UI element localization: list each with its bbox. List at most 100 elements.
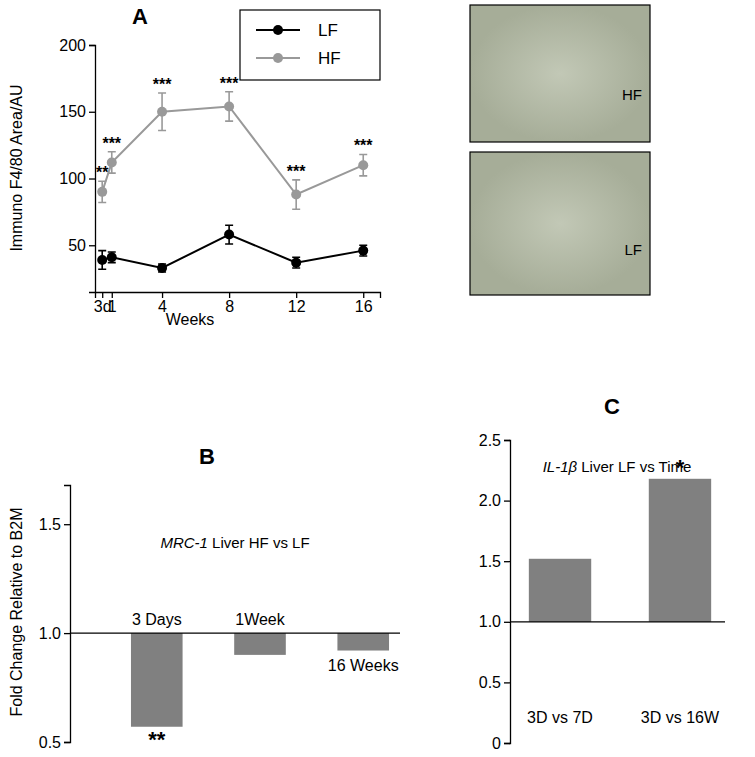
bar [234,633,286,655]
figure: 3d148121650100150200*****************LFH… [0,0,755,757]
axis-line [64,486,71,743]
tick: 50 [68,237,95,254]
tick: 0.5 [479,674,510,691]
tick-label: 1.0 [479,613,501,630]
bar [337,633,389,650]
error-bar [225,225,233,244]
tick-label: 50 [68,237,86,254]
chart-C: 00.51.01.52.02.53D vs 7D3D vs 16W*IL-1β … [479,394,725,752]
category-label: 3D vs 7D [527,709,593,726]
axis-line [96,293,381,299]
marker [157,107,167,117]
chart-A: 3d148121650100150200*****************LFH… [8,4,381,328]
tick-mark [504,500,510,501]
chart-title: MRC-1 Liver HF vs LF [160,534,309,551]
marker [224,101,234,111]
tick: 100 [59,170,95,187]
category-label: 16 Weeks [328,657,399,674]
panel-letter: A [132,4,148,29]
tick: 1.5 [39,516,70,533]
tick-mark [89,45,95,46]
tick-label: 12 [288,298,306,315]
tick-label: 2.0 [479,492,501,509]
bar [529,559,591,622]
error-bar [225,92,233,121]
micrographs: HFLF [470,5,650,295]
significance: *** [354,137,373,154]
tick-mark [102,292,103,298]
tick: 2.5 [479,432,510,449]
axis-line [504,441,511,744]
tick: 150 [59,103,95,120]
y-axis: 0.5 1.0 1.5 [39,486,71,751]
tick-mark [504,440,510,441]
tick-label: 1 [108,298,117,315]
category-label: 3 Days [132,611,182,628]
axis-line [89,46,96,293]
tick-label: 0.5 [479,674,501,691]
marker [97,255,107,265]
tick: 12 [288,292,306,315]
tick-mark [363,292,364,298]
tick-mark [64,524,70,525]
tick-mark [504,743,510,744]
marker [157,263,167,273]
micrograph [470,152,650,295]
panel-letter: C [604,394,620,419]
tick: 8 [225,292,234,315]
micrograph-label: HF [622,86,642,103]
significance: *** [102,135,121,152]
chart-title: IL-1β Liver LF vs Time [543,458,692,475]
marker [107,252,117,262]
x-axis-title: Weeks [166,311,215,328]
baseline [70,632,400,633]
error-bar [292,257,300,268]
error-bar [98,251,106,270]
marker [291,190,301,200]
error-bar [158,93,166,130]
y-axis: 0 0.5 1.0 1.5 2.0 2.5 [479,432,511,752]
tick: 16 [355,292,373,315]
legend-swatch [273,25,283,35]
tick-label: 1.0 [39,625,61,642]
significance: *** [287,163,306,180]
tick: 1.0 [479,613,510,630]
tick-mark [296,292,297,298]
tick-label: 2.5 [479,432,501,449]
y-axis: 50 100 150 200 [59,37,95,293]
marker [358,160,368,170]
tick-mark [64,742,70,743]
tick: 1.5 [479,553,510,570]
plot-area [70,633,400,727]
tick-mark [89,112,95,113]
tick-label: 8 [225,298,234,315]
tick-label: 16 [355,298,373,315]
tick-mark [64,633,70,634]
significance: *** [153,76,172,93]
marker [291,258,301,268]
category-label: 3D vs 16W [641,709,720,726]
chart-B: 0.51.01.53 Days1Week16 Weeks**MRC-1 Live… [8,444,400,752]
series-line [102,235,363,268]
bar [649,479,711,622]
marker [224,230,234,240]
error-bar [359,245,367,256]
baseline [510,621,725,622]
tick: 0.5 [39,734,70,751]
significance: ** [96,164,109,181]
tick-label: 150 [59,103,86,120]
plot-area [97,92,368,273]
error-bar [108,152,116,173]
tick-label: 0 [492,735,501,752]
tick-mark [504,561,510,562]
legend-swatch [273,53,283,63]
micrograph [470,5,650,142]
category-label: 1Week [235,611,286,628]
tick-mark [112,292,113,298]
legend-box [240,10,380,80]
plot-area [510,479,725,622]
bar [131,633,183,727]
tick-mark [89,178,95,179]
tick: 200 [59,37,95,54]
legend-label: HF [318,49,341,68]
